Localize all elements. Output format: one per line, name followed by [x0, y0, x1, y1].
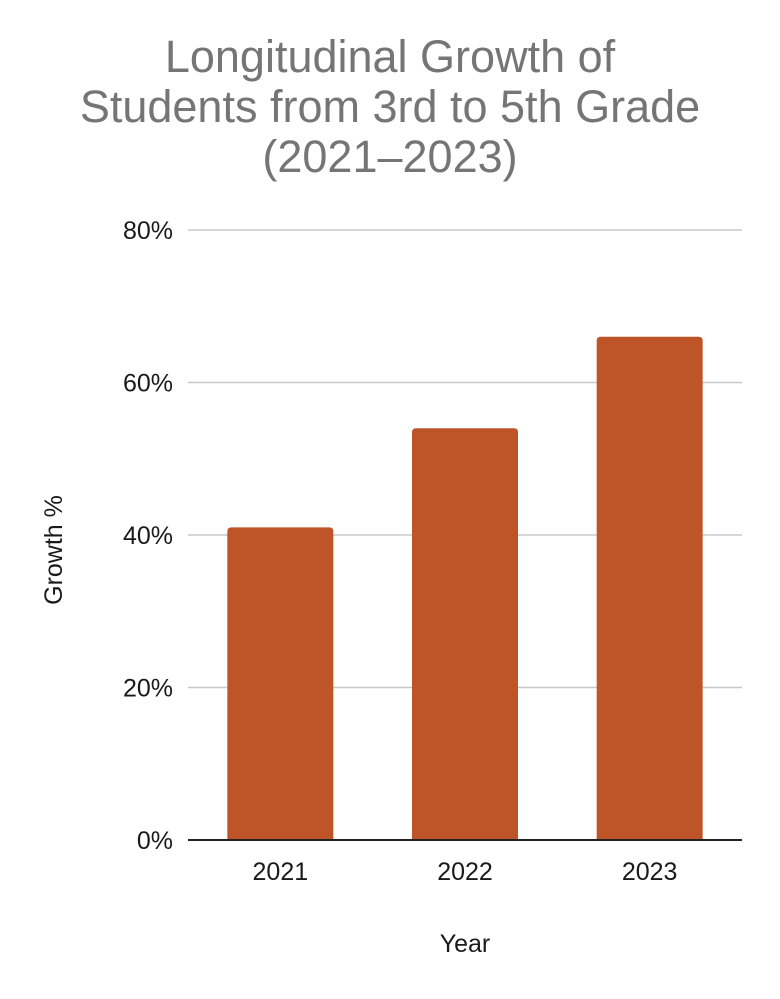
y-tick-label: 60%: [123, 370, 173, 398]
bars: [227, 336, 703, 840]
bar-2022: [412, 428, 518, 840]
x-tick-label: 2021: [253, 858, 309, 886]
x-tick-label: 2023: [622, 858, 678, 886]
bar-2021: [227, 527, 334, 840]
chart-title: Longitudinal Growth of Students from 3rd…: [20, 32, 760, 182]
y-tick-label: 0%: [137, 827, 173, 855]
bar-2023: [596, 336, 703, 840]
y-tick-label: 20%: [123, 675, 173, 703]
x-tick-label: 2022: [437, 858, 493, 886]
y-tick-label: 40%: [123, 522, 173, 550]
chart-title-line-1: Longitudinal Growth of: [164, 31, 616, 82]
x-axis-title: Year: [440, 930, 491, 958]
y-tick-label: 80%: [123, 217, 173, 245]
chart-title-line-3: (2021–2023): [262, 131, 518, 182]
chart-title-line-2: Students from 3rd to 5th Grade: [79, 81, 701, 132]
tick-labels: 0% 20% 40% 60% 80% 2021 2022 2023: [123, 217, 678, 886]
y-axis-title: Growth %: [40, 495, 68, 605]
